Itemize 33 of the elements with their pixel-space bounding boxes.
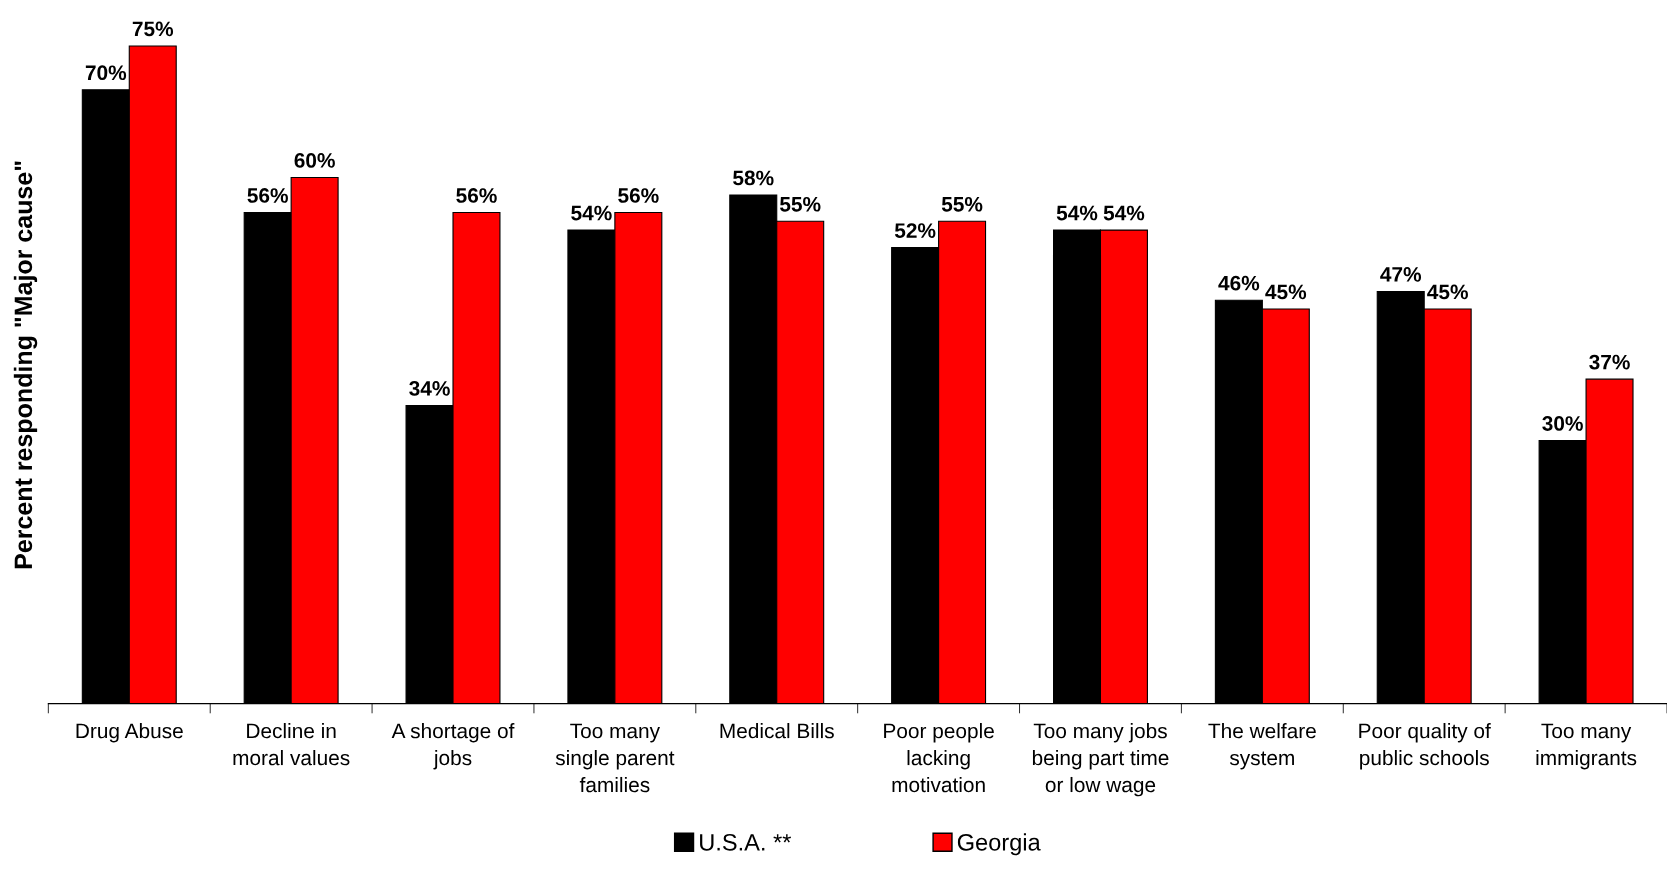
x-tick-label: The welfare system: [1208, 723, 1316, 770]
data-label: 47%: [1380, 267, 1422, 282]
data-label: 56%: [456, 188, 497, 203]
data-label: 45%: [1427, 284, 1468, 300]
data-label: 54%: [571, 205, 612, 221]
data-label: 37%: [1589, 354, 1630, 370]
x-tick-label: Too many jobs being part time or low wage: [1032, 723, 1169, 797]
data-label: 75%: [132, 21, 174, 37]
x-tick-label: Drug Abuse: [76, 723, 183, 743]
data-label: 70%: [85, 65, 127, 81]
data-label: 55%: [780, 196, 821, 212]
y-axis-title: Percent responding "Major cause": [13, 161, 38, 569]
legend-label: U.S.A. **: [700, 833, 792, 851]
data-label: 56%: [247, 188, 288, 203]
data-label: 55%: [941, 196, 983, 212]
x-tick-label: A shortage of jobs: [391, 723, 515, 770]
data-label: 60%: [294, 153, 335, 168]
data-label: 54%: [1103, 205, 1145, 221]
data-label: 34%: [409, 381, 450, 396]
data-label: 54%: [1056, 205, 1098, 221]
x-tick-label: Medical Bills: [720, 723, 834, 739]
x-tick-label: Poor quality of public schools: [1359, 723, 1491, 770]
data-label: 52%: [894, 223, 936, 238]
legend-label: Georgia: [957, 833, 1041, 856]
x-tick-label: Decline in moral values: [233, 723, 350, 766]
x-tick-label: Poor people lacking motivation: [884, 723, 994, 793]
data-label: 58%: [733, 170, 774, 186]
data-label: 30%: [1542, 416, 1583, 431]
data-label: 56%: [618, 188, 659, 203]
data-label: 45%: [1265, 284, 1307, 300]
x-tick-label: Too many immigrants: [1536, 723, 1637, 770]
x-tick-label: Too many single parent families: [555, 723, 675, 793]
data-label: 46%: [1218, 275, 1260, 291]
